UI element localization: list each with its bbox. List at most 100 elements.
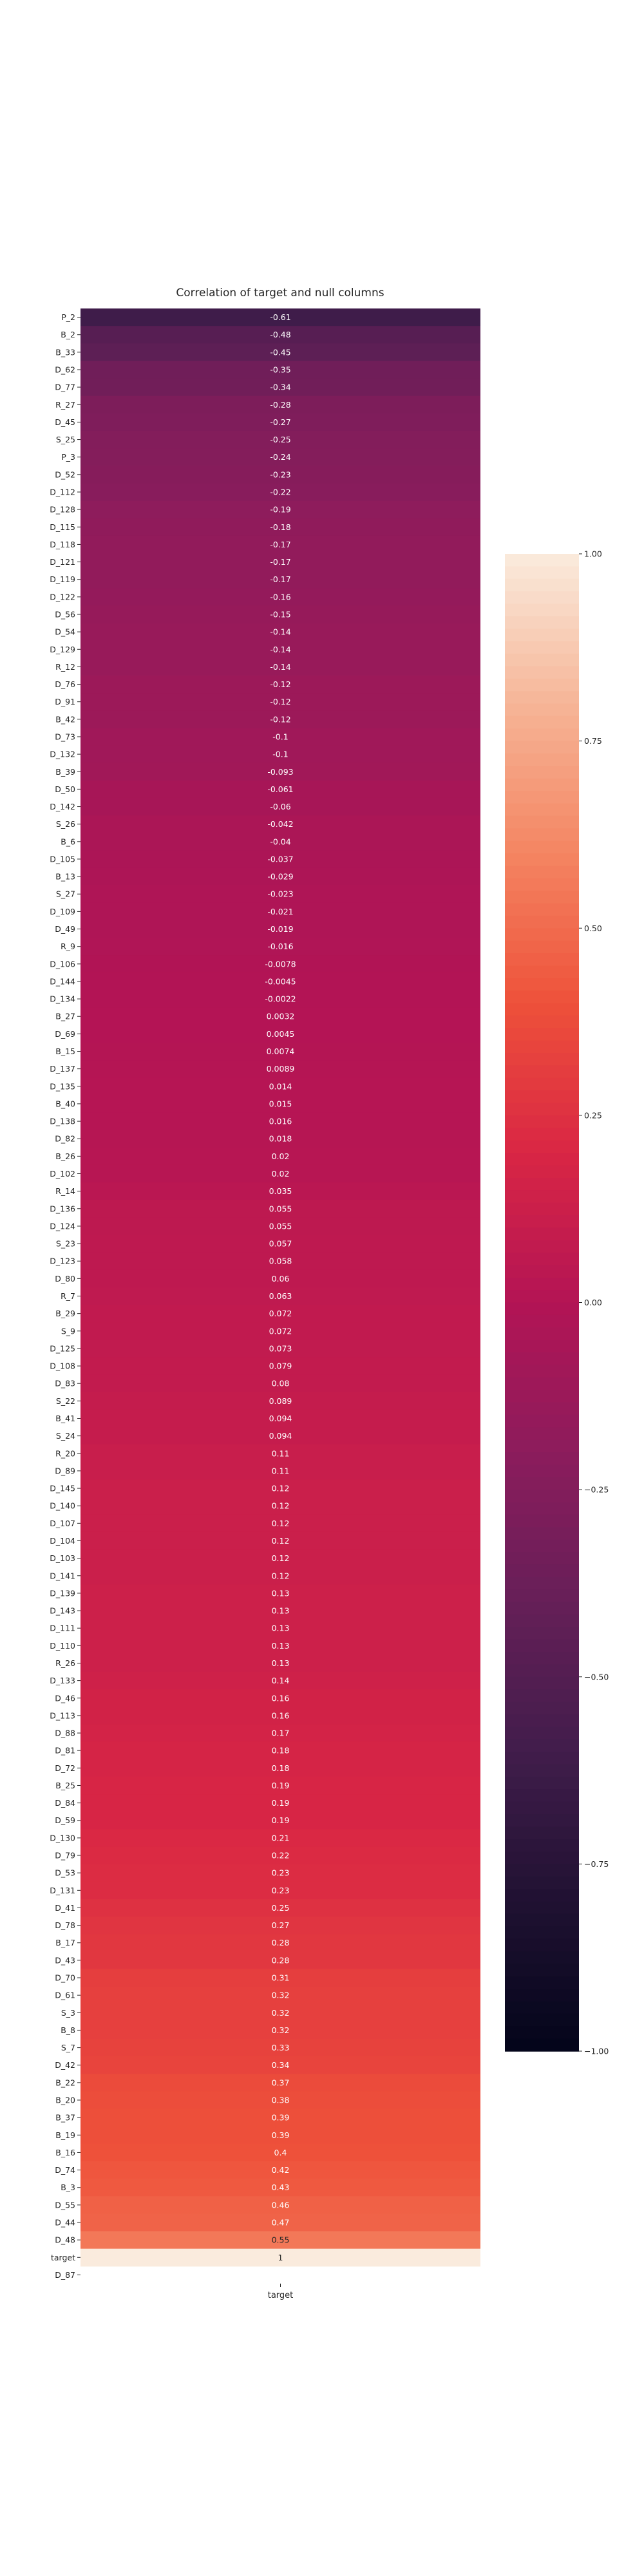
- cell-annotation: 0.16: [272, 1693, 290, 1703]
- y-tick-label: D_50: [55, 784, 75, 794]
- colorbar-segment: [505, 1514, 579, 1528]
- heatmap-cell: [80, 710, 480, 728]
- colorbar-segment: [505, 1876, 579, 1889]
- cell-annotation: -0.16: [270, 592, 290, 601]
- colorbar-segment: [505, 1427, 579, 1441]
- cell-annotation: 0.37: [272, 2078, 290, 2087]
- heatmap-cell: [80, 1794, 480, 1812]
- heatmap-cell: [80, 1549, 480, 1567]
- heatmap-cell: [80, 1934, 480, 1952]
- y-tick-label: B_27: [55, 1012, 75, 1021]
- y-tick-label: D_81: [55, 1746, 75, 1756]
- colorbar-segment: [505, 1414, 579, 1428]
- y-tick-label: D_111: [50, 1624, 75, 1633]
- heatmap-cell: [80, 500, 480, 519]
- colorbar-segment: [505, 1302, 579, 1316]
- colorbar-segment: [505, 1901, 579, 1915]
- colorbar-segment: [505, 903, 579, 916]
- heatmap-cell: [80, 1200, 480, 1218]
- y-tick-label: D_110: [50, 1641, 75, 1651]
- heatmap-cell: [80, 1672, 480, 1690]
- colorbar-segment: [505, 2013, 579, 2027]
- cell-annotation: 0.12: [272, 1571, 290, 1580]
- cell-annotation: -0.28: [270, 400, 290, 410]
- heatmap-cell: [80, 361, 480, 379]
- heatmap-cell: [80, 1130, 480, 1148]
- heatmap-cell: [80, 1531, 480, 1550]
- cell-annotation: 0.018: [269, 1134, 292, 1144]
- y-tick-label: D_125: [50, 1343, 75, 1353]
- cell-annotation: 0.0074: [267, 1046, 295, 1056]
- colorbar-segment: [505, 1714, 579, 1727]
- heatmap-cell: [80, 2056, 480, 2074]
- heatmap-cell: [80, 780, 480, 799]
- heatmap-cell: [80, 1112, 480, 1131]
- cell-annotation: -0.061: [267, 784, 293, 794]
- cell-annotation: 0.06: [272, 1274, 290, 1283]
- heatmap-cell: [80, 448, 480, 466]
- heatmap-cell: [80, 2231, 480, 2249]
- colorbar-segment: [505, 1340, 579, 1353]
- cell-annotation: 0.072: [269, 1309, 292, 1318]
- heatmap-cell: [80, 518, 480, 536]
- cell-annotation: 0.094: [269, 1431, 292, 1441]
- colorbar-segment: [505, 1253, 579, 1266]
- cell-annotation: 0.31: [272, 1973, 290, 1983]
- colorbar-segment: [505, 591, 579, 605]
- y-tick-label: D_104: [50, 1536, 75, 1546]
- heatmap-cell: [80, 1340, 480, 1358]
- y-tick-label: B_25: [55, 1781, 75, 1790]
- colorbar-segment: [505, 1153, 579, 1166]
- colorbar-segment: [505, 1852, 579, 1865]
- cell-annotation: -0.1: [272, 732, 288, 741]
- y-tick-label: B_2: [61, 330, 75, 339]
- heatmap-cell: [80, 745, 480, 764]
- colorbar-segment: [505, 1739, 579, 1752]
- heatmap-cell: [80, 1917, 480, 1935]
- heatmap-cell: [80, 413, 480, 431]
- y-tick-label: D_41: [55, 1903, 75, 1913]
- x-axis-ticks: target: [268, 2284, 293, 2300]
- cell-annotation: 0.079: [269, 1361, 292, 1371]
- colorbar-segment: [505, 1789, 579, 1803]
- y-tick-label: D_48: [55, 2235, 75, 2245]
- y-tick-label: D_142: [50, 802, 75, 811]
- colorbar-segment: [505, 1752, 579, 1765]
- heatmap-cell: [80, 1881, 480, 1900]
- heatmap-cell: [80, 378, 480, 397]
- y-tick-label: S_7: [61, 2043, 75, 2052]
- colorbar-segment: [505, 1265, 579, 1278]
- cell-annotation: 0.12: [272, 1553, 290, 1563]
- cell-annotation: 0.055: [269, 1204, 292, 1213]
- colorbar-segment: [505, 1402, 579, 1416]
- colorbar-segment: [505, 1202, 579, 1216]
- y-tick-label: R_7: [61, 1291, 75, 1301]
- colorbar-tick-label: 0.00: [584, 1298, 602, 1307]
- y-tick-label: D_76: [55, 679, 75, 689]
- heatmap-cell: [80, 1374, 480, 1393]
- colorbar-segment: [505, 1614, 579, 1627]
- heatmap-cell: [80, 1042, 480, 1061]
- heatmap-cell: [80, 1095, 480, 1113]
- y-tick-label: D_113: [50, 1710, 75, 1720]
- y-tick-label: D_88: [55, 1728, 75, 1738]
- y-tick-label: D_138: [50, 1117, 75, 1126]
- heatmap-cell: [80, 1007, 480, 1026]
- y-tick-label: D_145: [50, 1484, 75, 1493]
- y-tick-label: D_108: [50, 1361, 75, 1371]
- heatmap-cell: [80, 483, 480, 502]
- colorbar-segment: [505, 1951, 579, 1965]
- heatmap-cell: [80, 1497, 480, 1515]
- y-tick-label: R_20: [55, 1448, 75, 1458]
- cell-annotation: 0.0089: [267, 1064, 295, 1074]
- heatmap-cell: [80, 1025, 480, 1043]
- cell-annotation: 0.13: [272, 1588, 290, 1598]
- cell-annotation: 0.47: [272, 2218, 290, 2228]
- colorbar-segment: [505, 1365, 579, 1378]
- y-tick-label: R_14: [55, 1186, 75, 1196]
- cell-annotation: -0.34: [270, 383, 290, 392]
- heatmap-cell: [80, 1689, 480, 1707]
- colorbar-segment: [505, 1028, 579, 1041]
- colorbar-segment: [505, 1689, 579, 1703]
- cell-annotation: 0.32: [272, 2025, 290, 2035]
